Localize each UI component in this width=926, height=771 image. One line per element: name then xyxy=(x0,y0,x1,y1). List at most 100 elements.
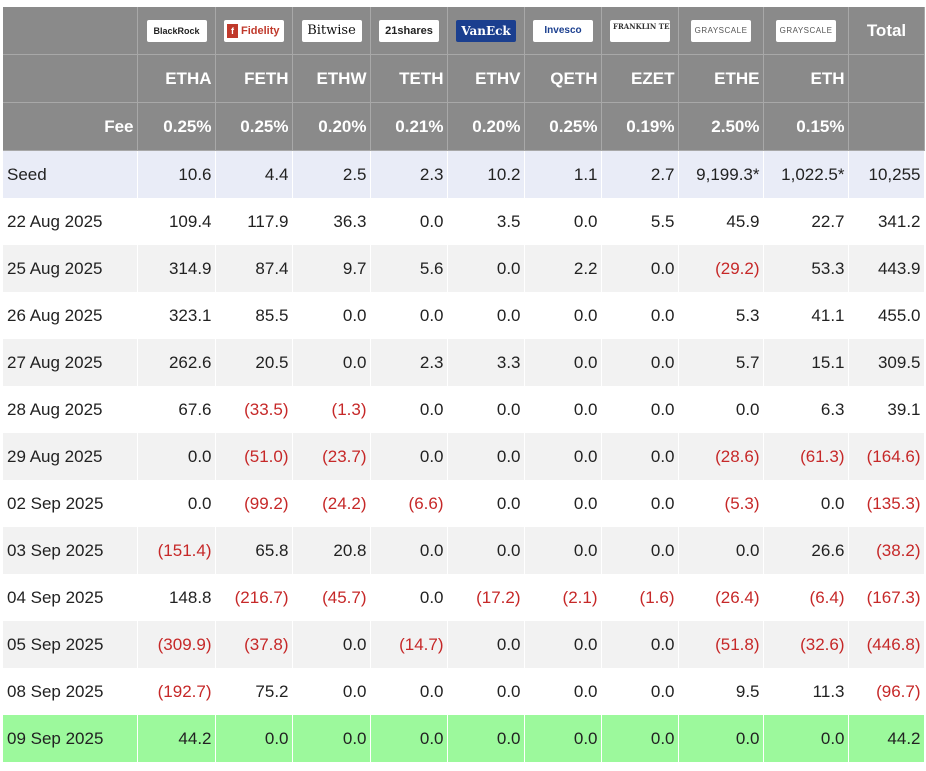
flow-cell: (33.5) xyxy=(215,386,293,433)
issuer-logo-cell: f Fidelity xyxy=(215,7,293,55)
flow-row: 03 Sep 2025 (151.4) 65.8 20.8 0.0 0.0 0.0 0.0 0.… xyxy=(3,527,925,574)
flow-cell: 3.3 xyxy=(447,339,525,386)
franklin-templeton-logo-icon: FRANKLIN TEMPLETON xyxy=(610,19,670,42)
flow-cell: (309.9) xyxy=(137,621,216,668)
flow-cell: 0.0 xyxy=(524,386,602,433)
flow-cell: (192.7) xyxy=(137,668,216,715)
flow-cell: 1.1 xyxy=(524,150,602,198)
vaneck-logo-icon: VanEck xyxy=(456,19,516,42)
flow-cell: 2.3 xyxy=(370,339,448,386)
flow-cell: 0.0 xyxy=(370,668,448,715)
date-cell: 05 Sep 2025 xyxy=(3,621,138,668)
total-column-header: Total xyxy=(848,7,925,55)
flow-cell: 20.5 xyxy=(215,339,293,386)
flow-cell: 0.0 xyxy=(447,527,525,574)
seed-label: Seed xyxy=(3,150,138,198)
flow-cell: 0.0 xyxy=(678,527,764,574)
flow-cell: (26.4) xyxy=(678,574,764,621)
fee-value-empty xyxy=(848,102,925,151)
flow-cell: 26.6 xyxy=(763,527,849,574)
flow-cell: 0.0 xyxy=(292,339,371,386)
flow-cell: 36.3 xyxy=(292,198,371,245)
flow-cell: 0.0 xyxy=(524,668,602,715)
flow-cell: 2.3 xyxy=(370,150,448,198)
total-flow-cell: (446.8) xyxy=(848,621,925,668)
flow-cell: 0.0 xyxy=(601,715,679,762)
flow-cell: 0.0 xyxy=(370,715,448,762)
grayscale-logo-icon: GRAYSCALE xyxy=(776,19,836,42)
issuer-logo-cell: 21shares xyxy=(370,7,448,55)
flow-cell: 9.5 xyxy=(678,668,764,715)
invesco-logo-icon: Invesco xyxy=(533,19,593,42)
total-flow-cell: 455.0 xyxy=(848,292,925,339)
ticker-row: ETHA FETH ETHW TETH ETHV QETH EZET ETHE … xyxy=(3,54,925,103)
flow-cell: (5.3) xyxy=(678,480,764,527)
flow-row: 22 Aug 2025 109.4 117.9 36.3 0.0 3.5 0.0 5.5 45.… xyxy=(3,198,925,245)
total-flow-cell: 341.2 xyxy=(848,198,925,245)
ticker-header: TETH xyxy=(370,54,448,103)
flow-cell: 0.0 xyxy=(524,433,602,480)
flow-cell: (151.4) xyxy=(137,527,216,574)
issuer-logo-row: BlackRock f Fidelity Bitwise 21shares Van… xyxy=(3,7,925,55)
flow-cell: 9,199.3* xyxy=(678,150,764,198)
flow-cell: 0.0 xyxy=(678,386,764,433)
flow-cell: 0.0 xyxy=(370,574,448,621)
flow-cell: 148.8 xyxy=(137,574,216,621)
flow-cell: (1.6) xyxy=(601,574,679,621)
flow-cell: (6.4) xyxy=(763,574,849,621)
fee-value: 0.25% xyxy=(524,102,602,151)
flow-cell: 0.0 xyxy=(370,386,448,433)
flow-cell: (14.7) xyxy=(370,621,448,668)
flow-cell: (1.3) xyxy=(292,386,371,433)
ticker-header-empty xyxy=(848,54,925,103)
flow-cell: 0.0 xyxy=(137,433,216,480)
flow-cell: 0.0 xyxy=(292,621,371,668)
issuer-logo-cell: BlackRock xyxy=(137,7,216,55)
fee-value: 0.19% xyxy=(601,102,679,151)
fee-label: Fee xyxy=(3,102,138,151)
corner-cell xyxy=(3,7,138,55)
daily-flows-body: Seed 10.6 4.4 2.5 2.3 10.2 1.1 2.7 9,199.3* 1,022… xyxy=(3,150,925,762)
flow-cell: 2.7 xyxy=(601,150,679,198)
date-cell: 04 Sep 2025 xyxy=(3,574,138,621)
flow-cell: 0.0 xyxy=(601,480,679,527)
flow-cell: 22.7 xyxy=(763,198,849,245)
flow-cell: 15.1 xyxy=(763,339,849,386)
date-cell: 27 Aug 2025 xyxy=(3,339,138,386)
flow-cell: 0.0 xyxy=(601,245,679,292)
flow-cell: 0.0 xyxy=(763,480,849,527)
flow-cell: (216.7) xyxy=(215,574,293,621)
date-cell: 26 Aug 2025 xyxy=(3,292,138,339)
date-cell: 08 Sep 2025 xyxy=(3,668,138,715)
fee-value: 0.20% xyxy=(292,102,371,151)
flow-cell: 2.5 xyxy=(292,150,371,198)
flow-cell: 0.0 xyxy=(524,621,602,668)
flow-cell: 0.0 xyxy=(601,339,679,386)
flow-row: 28 Aug 2025 67.6 (33.5) (1.3) 0.0 0.0 0.0 0.0 0.… xyxy=(3,386,925,433)
ticker-header: FETH xyxy=(215,54,293,103)
ticker-header: ETHA xyxy=(137,54,216,103)
flow-cell: 67.6 xyxy=(137,386,216,433)
fee-value: 0.25% xyxy=(137,102,216,151)
grayscale-logo-icon: GRAYSCALE xyxy=(691,19,751,42)
fee-value: 2.50% xyxy=(678,102,764,151)
flow-cell: (51.0) xyxy=(215,433,293,480)
flow-cell: 0.0 xyxy=(524,527,602,574)
flow-cell: 10.2 xyxy=(447,150,525,198)
total-flow-cell: (96.7) xyxy=(848,668,925,715)
flow-cell: 0.0 xyxy=(370,292,448,339)
flow-cell: 0.0 xyxy=(601,386,679,433)
flow-cell: 53.3 xyxy=(763,245,849,292)
flow-cell: (24.2) xyxy=(292,480,371,527)
fee-row: Fee 0.25% 0.25% 0.20% 0.21% 0.20% 0.25% … xyxy=(3,102,925,151)
flow-cell: 0.0 xyxy=(447,715,525,762)
issuer-logo-cell: VanEck xyxy=(447,7,525,55)
fee-value: 0.25% xyxy=(215,102,293,151)
flow-cell: 0.0 xyxy=(601,292,679,339)
flow-cell: (29.2) xyxy=(678,245,764,292)
flow-row: 04 Sep 2025 148.8 (216.7) (45.7) 0.0 (17.2) (2… xyxy=(3,574,925,621)
total-flow-cell: (167.3) xyxy=(848,574,925,621)
flow-cell: (32.6) xyxy=(763,621,849,668)
flow-cell: (2.1) xyxy=(524,574,602,621)
eth-etf-flows-table: BlackRock f Fidelity Bitwise 21shares Van… xyxy=(3,7,925,762)
